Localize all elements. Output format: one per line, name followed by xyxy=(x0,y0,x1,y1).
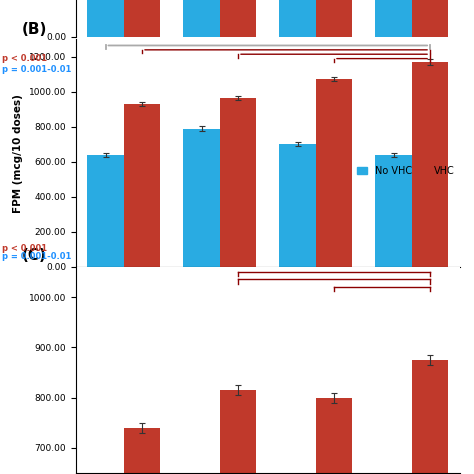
Bar xyxy=(375,155,412,267)
Bar xyxy=(412,360,448,474)
Bar xyxy=(124,104,160,267)
X-axis label: Interval Between Actuations: Interval Between Actuations xyxy=(179,291,356,301)
Y-axis label: FPM (mcg/10 doses): FPM (mcg/10 doses) xyxy=(13,94,23,212)
Text: p = 0.001-0.01: p = 0.001-0.01 xyxy=(2,252,72,261)
Bar xyxy=(183,0,220,37)
Text: p < 0.001: p < 0.001 xyxy=(2,244,47,253)
Bar xyxy=(220,98,256,267)
Bar xyxy=(220,390,256,474)
Legend: No VHC, VHC: No VHC, VHC xyxy=(353,162,459,180)
Text: p < 0.001: p < 0.001 xyxy=(2,54,47,63)
Text: (B): (B) xyxy=(22,22,47,37)
Bar xyxy=(87,155,124,267)
Bar xyxy=(412,62,448,267)
Bar xyxy=(412,0,448,37)
Bar xyxy=(316,398,352,474)
Bar xyxy=(124,0,160,37)
Bar xyxy=(183,128,220,267)
Text: (C): (C) xyxy=(22,248,47,263)
Legend: No VHC, VHC: No VHC, VHC xyxy=(353,60,459,78)
Bar xyxy=(124,428,160,474)
Bar xyxy=(279,0,316,37)
Bar xyxy=(316,0,352,37)
Bar xyxy=(220,0,256,37)
Bar xyxy=(316,79,352,267)
Bar xyxy=(375,0,412,37)
X-axis label: Interval Between Actuations: Interval Between Actuations xyxy=(179,57,356,67)
Text: p = 0.001-0.01: p = 0.001-0.01 xyxy=(2,65,72,74)
Bar xyxy=(279,145,316,267)
Bar xyxy=(87,0,124,37)
